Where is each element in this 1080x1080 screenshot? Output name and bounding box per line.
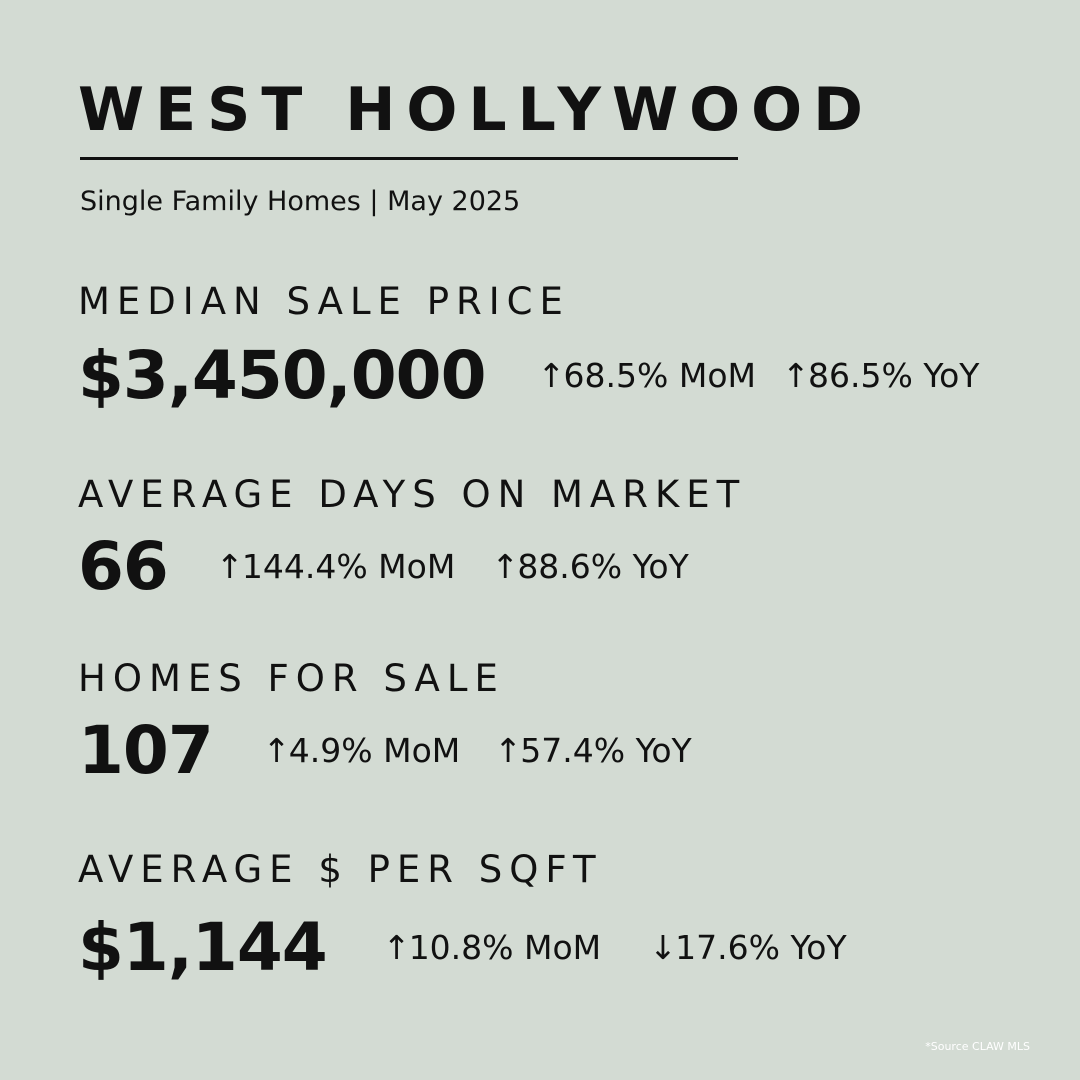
metric-label: MEDIAN SALE PRICE	[78, 280, 570, 323]
up-arrow-icon: ↑	[215, 547, 244, 586]
metric-value: $3,450,000	[78, 337, 487, 414]
metric-row: $1,144 ↑ 10.8% MoM ↓ 17.6% YoY	[78, 908, 847, 988]
metric-row: $3,450,000 ↑ 68.5% MoM ↑ 86.5% YoY	[78, 336, 979, 416]
metric-value: 107	[78, 712, 214, 789]
metric-label: AVERAGE $ PER SQFT	[78, 848, 603, 891]
metric-value: $1,144	[78, 909, 328, 986]
yoy-change-text: 86.5% YoY	[808, 356, 980, 395]
metric-row: 66 ↑ 144.4% MoM ↑ 88.6% YoY	[78, 527, 746, 607]
yoy-change: ↑ 57.4% YoY	[494, 731, 691, 771]
page-title: WEST HOLLYWOOD	[78, 75, 874, 145]
up-arrow-icon: ↑	[537, 356, 566, 395]
metric-average-price-per-sqft: AVERAGE $ PER SQFT $1,144 ↑ 10.8% MoM ↓ …	[78, 848, 847, 988]
mom-change-text: 10.8% MoM	[408, 928, 602, 967]
metric-value: 66	[78, 528, 169, 605]
title-underline	[80, 157, 738, 160]
yoy-change: ↑ 88.6% YoY	[491, 547, 688, 587]
up-arrow-icon: ↑	[782, 356, 810, 395]
source-note: *Source CLAW MLS	[925, 1040, 1030, 1053]
yoy-change: ↑ 86.5% YoY	[782, 356, 979, 396]
up-arrow-icon: ↑	[494, 731, 522, 770]
mom-change: ↑ 4.9% MoM	[263, 731, 460, 771]
mom-change: ↑ 144.4% MoM	[216, 547, 455, 587]
metric-row: 107 ↑ 4.9% MoM ↑ 57.4% YoY	[78, 711, 692, 791]
mom-change-text: 144.4% MoM	[241, 547, 456, 586]
down-arrow-icon: ↓	[649, 928, 677, 967]
mom-change: ↑ 10.8% MoM	[383, 928, 601, 968]
mom-change-text: 4.9% MoM	[288, 731, 461, 770]
yoy-change-text: 17.6% YoY	[675, 928, 847, 967]
page-subtitle: Single Family Homes | May 2025	[80, 186, 521, 217]
metric-homes-for-sale: HOMES FOR SALE 107 ↑ 4.9% MoM ↑ 57.4% Yo…	[78, 657, 692, 791]
mom-change-text: 68.5% MoM	[563, 356, 756, 395]
yoy-change: ↓ 17.6% YoY	[649, 928, 846, 968]
yoy-change-text: 88.6% YoY	[517, 547, 689, 586]
yoy-change-text: 57.4% YoY	[520, 731, 692, 770]
up-arrow-icon: ↑	[262, 731, 291, 770]
metric-label: HOMES FOR SALE	[78, 657, 505, 700]
metric-label: AVERAGE DAYS ON MARKET	[78, 473, 747, 516]
up-arrow-icon: ↑	[382, 928, 411, 967]
up-arrow-icon: ↑	[491, 547, 519, 586]
mom-change: ↑ 68.5% MoM	[538, 356, 756, 396]
metric-average-days-on-market: AVERAGE DAYS ON MARKET 66 ↑ 144.4% MoM ↑…	[78, 473, 746, 607]
metric-median-sale-price: MEDIAN SALE PRICE $3,450,000 ↑ 68.5% MoM…	[78, 280, 979, 416]
